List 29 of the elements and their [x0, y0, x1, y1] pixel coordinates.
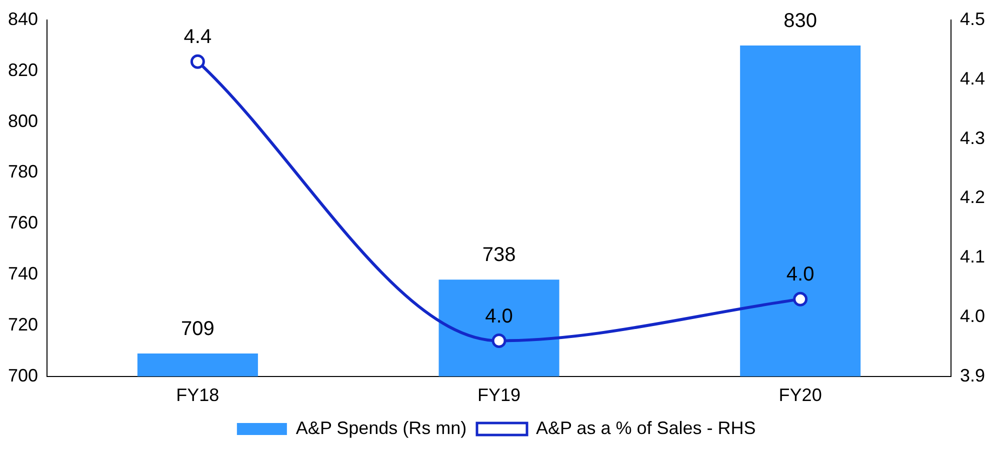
- y-tick-label: 800: [8, 110, 38, 131]
- y2-tick-label: 3.9: [960, 365, 986, 386]
- x-tick-label: FY20: [778, 385, 822, 406]
- y-tick-label: 780: [8, 162, 38, 182]
- y-tick-label: 740: [8, 264, 38, 284]
- data-label: 4.0: [786, 264, 814, 286]
- y2-tick-label: 4.5: [960, 8, 986, 29]
- data-label: 830: [784, 10, 818, 32]
- data-label: 738: [482, 244, 516, 266]
- y-tick-label: 820: [8, 60, 38, 80]
- y2-tick-label: 4.0: [960, 306, 986, 326]
- y-tick-label: 700: [8, 365, 38, 386]
- y2-tick-label: 4.2: [960, 187, 986, 208]
- data-label: 4.0: [485, 305, 513, 328]
- data-label: 709: [181, 318, 214, 340]
- y2-tick-label: 4.3: [960, 128, 986, 148]
- y2-tick-label: 4.1: [960, 246, 986, 267]
- data-label: 4.4: [184, 26, 212, 48]
- legend-label: A&P Spends (Rs mn): [296, 418, 467, 438]
- point: [793, 292, 808, 306]
- y-tick-label: 840: [8, 8, 38, 29]
- y-tick-label: 720: [8, 314, 38, 334]
- legend-label: A&P as a % of Sales - RHS: [536, 418, 756, 438]
- y2-tick-label: 4.4: [960, 68, 986, 88]
- point: [190, 54, 205, 69]
- x-tick-label: FY18: [176, 385, 220, 406]
- point: [492, 334, 506, 348]
- x-tick-label: FY19: [477, 385, 521, 406]
- y-tick-label: 760: [8, 212, 38, 233]
